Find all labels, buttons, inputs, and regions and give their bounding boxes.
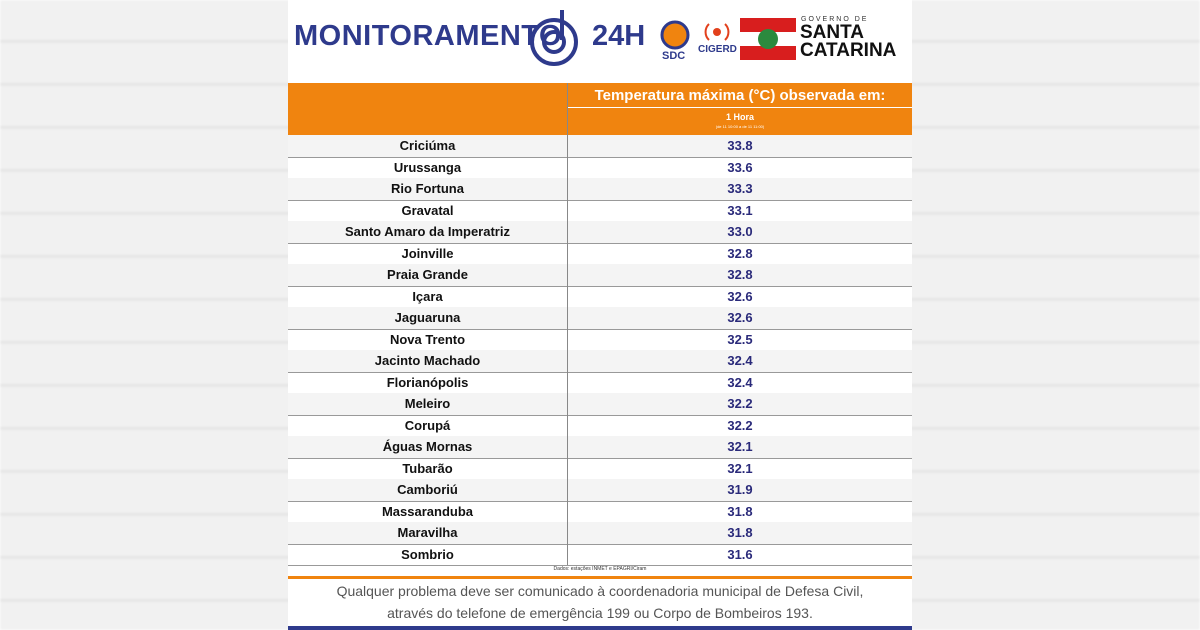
city: Camboriú [397,482,458,497]
table-row: Florianópolis 32.4 [288,372,912,394]
city: Águas Mornas [382,439,473,454]
table-row: Corupá 32.2 [288,415,912,437]
temperature: 32.8 [727,267,753,282]
city: Nova Trento [389,331,466,347]
bottom-bar [288,626,912,630]
column-title: 1 Hora [725,112,754,122]
temperature: 32.6 [727,288,753,304]
temperature: 33.8 [727,138,753,153]
temperature: 31.9 [727,482,753,497]
temperature: 32.1 [727,460,753,476]
cigerd-label: CIGERD [698,44,737,55]
table-row: Santo Amaro da Imperatriz 33.0 [288,221,912,244]
temperature: 31.6 [727,546,753,562]
title: MONITORAMENTO [294,20,563,52]
city: Maravilha [397,525,458,540]
temperature: 32.4 [727,374,753,390]
temperature: 32.2 [727,396,753,411]
temperature: 32.2 [727,417,753,433]
table-row: Massaranduba 31.8 [288,501,912,523]
table-header: Temperatura máxima (°C) observada em: 1 … [288,83,912,135]
city: Praia Grande [387,267,468,282]
city: Rio Fortuna [391,181,464,196]
city: Massaranduba [381,503,474,519]
gov-line2: CATARINA [800,40,897,61]
temperature: 32.8 [727,245,753,261]
table-row: Praia Grande 32.8 [288,264,912,287]
temperature: 32.5 [727,331,753,347]
heading: Temperatura máxima (°C) observada em: [594,87,886,104]
city: Meleiro [404,396,451,411]
panel: MONITORAMENTO 24H SDC CIGERD GOVERNO DE … [288,0,912,630]
flag [740,18,796,60]
gov-line1: SANTA [800,22,865,43]
city: Santo Amaro da Imperatriz [345,224,510,239]
table-row: Jacinto Machado 32.4 [288,350,912,373]
divider [288,576,912,579]
city: Florianópolis [386,374,469,390]
temperature: 33.3 [727,181,753,196]
city: Tubarão [402,460,453,476]
source: Dados: estações INMET e EPAGRI/Ciram [553,566,647,572]
city: Gravatal [401,202,454,218]
table-row: Tubarão 32.1 [288,458,912,480]
temperature: 33.1 [727,202,753,218]
table-row: Águas Mornas 32.1 [288,436,912,459]
temperature: 32.6 [727,310,753,325]
header-rule [568,107,912,108]
table-row: Nova Trento 32.5 [288,329,912,351]
city: Içara [412,288,443,304]
column-divider [567,83,568,565]
table-row: Criciúma 33.8 [288,135,912,158]
table-row: Urussanga 33.6 [288,157,912,179]
temperature: 31.8 [727,525,753,540]
table-row: Joinville 32.8 [288,243,912,265]
cigerd-icon [704,23,730,41]
city: Jacinto Machado [374,353,481,368]
city: Jaguaruna [394,310,461,325]
gov-small: GOVERNO DE [801,16,869,23]
footer-line1: Qualquer problema deve ser comunicado à … [336,583,864,599]
city: Urussanga [393,159,462,175]
table-row: Jaguaruna 32.6 [288,307,912,330]
sdc-icon [660,20,690,50]
title-suffix: 24H [592,20,646,52]
table-row: Meleiro 32.2 [288,393,912,416]
temperature: 33.6 [727,159,753,175]
temperature: 32.1 [727,439,753,454]
table-row: Rio Fortuna 33.3 [288,178,912,201]
city: Corupá [404,417,451,433]
sdc-label: SDC [662,50,686,62]
temperature: 33.0 [727,224,753,239]
table-row: Camboriú 31.9 [288,479,912,502]
city: Joinville [401,245,454,261]
table-row: Içara 32.6 [288,286,912,308]
footer-line2: através do telefone de emergência 199 ou… [387,605,813,621]
table-row: Sombrio 31.6 [288,544,912,566]
logo-icon [530,10,578,66]
column-note: (de 11 10:00 a de 11 11:00) [715,124,765,129]
table-row: Gravatal 33.1 [288,200,912,222]
city: Criciúma [399,138,456,153]
table-row: Maravilha 31.8 [288,522,912,545]
temperature: 31.8 [727,503,753,519]
temperature: 32.4 [727,353,753,368]
city: Sombrio [401,546,454,562]
